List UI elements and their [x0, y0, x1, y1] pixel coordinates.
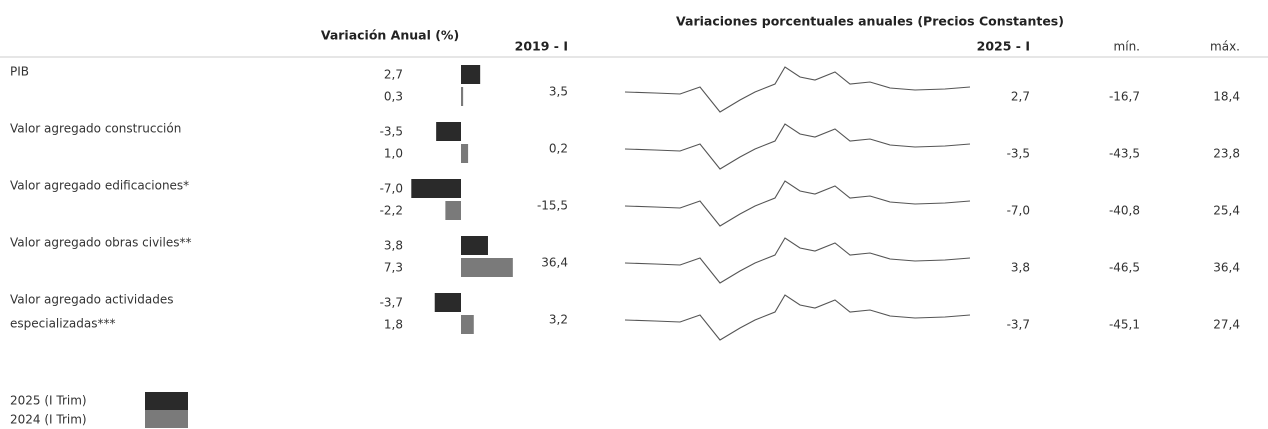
end-value: 3,8: [1011, 261, 1030, 275]
bar-label: 3,8: [384, 239, 403, 253]
legend-label: 2025 (I Trim): [10, 394, 87, 408]
bar-label: 0,3: [384, 90, 403, 104]
row-name: Valor agregado obras civiles**: [10, 236, 191, 250]
max-value: 27,4: [1213, 318, 1240, 332]
bar-label: 2,7: [384, 68, 403, 82]
sparkline: [624, 294, 971, 341]
end-value: -3,7: [1007, 318, 1030, 332]
row-name: Valor agregado construcción: [10, 122, 181, 136]
max-value: 25,4: [1213, 204, 1240, 218]
col-start: 2019 - I: [515, 39, 568, 54]
max-value: 18,4: [1213, 90, 1240, 104]
bar: [461, 258, 513, 277]
sparkline: [624, 123, 971, 170]
col-max: máx.: [1210, 40, 1240, 54]
bar-label: -2,2: [380, 204, 403, 218]
start-value: 3,5: [549, 85, 568, 99]
bar: [461, 315, 474, 334]
legend-swatch: [145, 410, 188, 428]
max-value: 36,4: [1213, 261, 1240, 275]
sparkline: [624, 237, 971, 284]
start-value: 0,2: [549, 142, 568, 156]
sparkline: [624, 66, 971, 113]
bar: [434, 293, 461, 312]
legend-swatch: [145, 392, 188, 410]
start-value: 36,4: [541, 256, 568, 270]
left-title: Variación Anual (%): [321, 28, 459, 43]
start-value: 3,2: [549, 313, 568, 327]
bar: [461, 144, 469, 163]
max-value: 23,8: [1213, 147, 1240, 161]
end-value: 2,7: [1011, 90, 1030, 104]
sparkline: [624, 180, 971, 227]
end-value: -7,0: [1007, 204, 1030, 218]
legend-label: 2024 (I Trim): [10, 413, 87, 427]
bar-label: -7,0: [380, 182, 403, 196]
bar-label: 7,3: [384, 261, 403, 275]
bar-label: -3,5: [380, 125, 403, 139]
bar-label: 1,8: [384, 318, 403, 332]
min-value: -16,7: [1109, 90, 1140, 104]
bar-label: 1,0: [384, 147, 403, 161]
right-title: Variaciones porcentuales anuales (Precio…: [676, 14, 1064, 29]
bar-label: -3,7: [380, 296, 403, 310]
bar: [461, 65, 481, 84]
row-name: Valor agregado actividades: [10, 293, 173, 307]
row-name: PIB: [10, 65, 29, 79]
bar: [436, 122, 461, 141]
col-end: 2025 - I: [977, 39, 1030, 54]
min-value: -46,5: [1109, 261, 1140, 275]
bar: [445, 201, 461, 220]
row-name: Valor agregado edificaciones*: [10, 179, 189, 193]
min-value: -40,8: [1109, 204, 1140, 218]
col-min: mín.: [1114, 40, 1140, 54]
min-value: -45,1: [1109, 318, 1140, 332]
min-value: -43,5: [1109, 147, 1140, 161]
end-value: -3,5: [1007, 147, 1030, 161]
bar: [461, 236, 488, 255]
row-name: especializadas***: [10, 317, 115, 331]
bar: [411, 179, 461, 198]
bar: [461, 87, 464, 106]
start-value: -15,5: [537, 199, 568, 213]
